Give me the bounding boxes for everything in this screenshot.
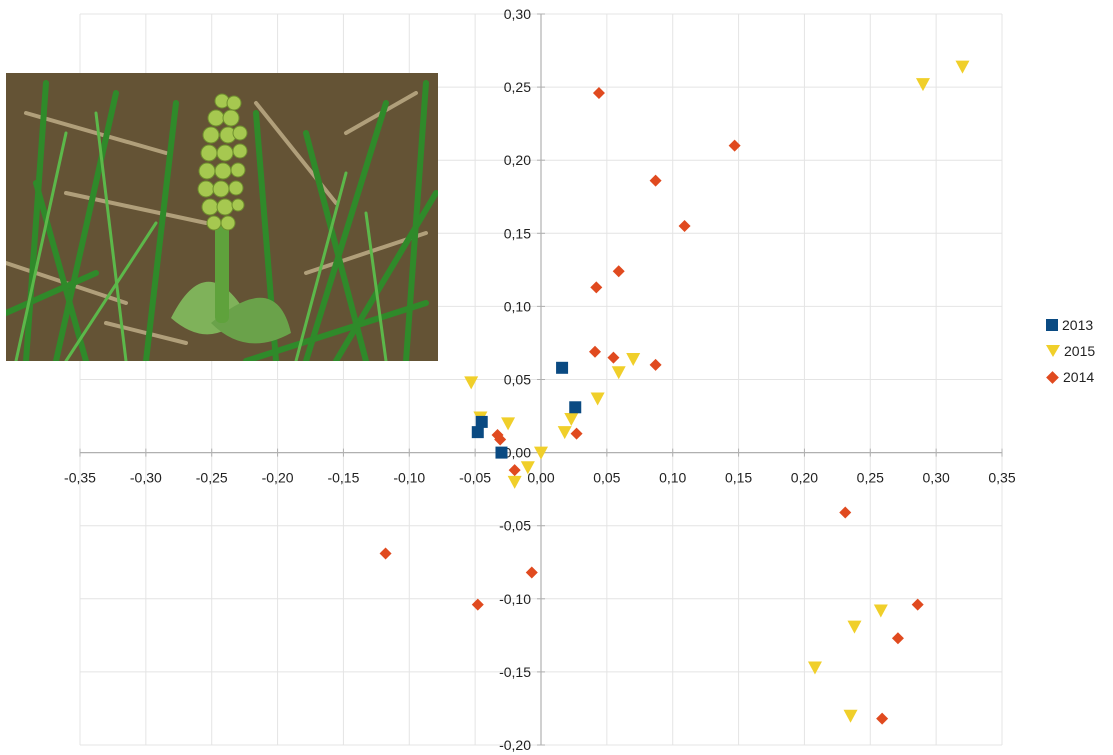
square-marker-icon	[1046, 319, 1058, 331]
point-2014	[607, 351, 620, 364]
point-2014	[678, 219, 691, 232]
legend-label: 2015	[1064, 343, 1096, 359]
point-2013	[475, 415, 488, 428]
plant-photo	[6, 73, 438, 361]
point-2014	[728, 139, 741, 152]
legend-item-2015: 2015	[1046, 338, 1095, 364]
x-tick-label: 0,00	[527, 470, 554, 486]
y-tick-label: 0,00	[504, 445, 531, 461]
point-2015	[915, 78, 930, 92]
point-2014	[471, 598, 484, 611]
x-tick-labels: -0,35 -0,30 -0,25 -0,20 -0,15 -0,10 -0,05 0,00 0…	[64, 470, 1016, 486]
x-tick-label: -0,15	[327, 470, 359, 486]
point-2014	[649, 174, 662, 187]
point-2015	[873, 604, 888, 618]
point-2015	[564, 412, 579, 426]
point-2014	[911, 598, 924, 611]
point-2015	[626, 353, 641, 367]
point-2014	[570, 427, 583, 440]
x-tick-label: -0,35	[64, 470, 96, 486]
x-tick-label: 0,25	[857, 470, 884, 486]
point-2015	[534, 446, 548, 460]
point-2015	[557, 426, 572, 440]
x-tick-label: 0,35	[988, 470, 1015, 486]
point-2014	[592, 86, 605, 99]
legend-label: 2014	[1063, 369, 1095, 385]
y-tick-label: 0,15	[504, 225, 531, 241]
point-2014	[379, 547, 392, 560]
point-2014	[589, 345, 602, 358]
x-tick-label: 0,10	[659, 470, 686, 486]
point-2014	[876, 712, 889, 725]
point-2014	[612, 265, 625, 278]
y-tick-label: 0,25	[504, 79, 531, 95]
point-2013	[556, 361, 569, 374]
point-2013	[471, 426, 484, 439]
diamond-marker-icon	[1046, 370, 1059, 384]
point-2015	[590, 392, 605, 406]
x-tick-label: 0,15	[725, 470, 752, 486]
x-tick-label: -0,20	[262, 470, 294, 486]
legend-item-2014: 2014	[1046, 364, 1095, 390]
point-2015	[520, 461, 535, 475]
chart-legend: 2013 2015 2014	[1046, 312, 1095, 390]
data-points	[379, 60, 970, 725]
point-2013	[495, 446, 508, 459]
x-tick-label: 0,20	[791, 470, 818, 486]
point-2014	[891, 632, 904, 645]
legend-item-2013: 2013	[1046, 312, 1095, 338]
point-2014	[839, 506, 852, 519]
x-tick-label: -0,10	[393, 470, 425, 486]
x-tick-label: 0,30	[923, 470, 950, 486]
y-tick-label: 0,05	[504, 372, 531, 388]
y-tick-label: 0,20	[504, 152, 531, 168]
y-tick-labels: 0,30 0,25 0,20 0,15 0,10 0,05 0,00 -0,05 -0,10 -0…	[499, 6, 531, 753]
x-tick-label: 0,05	[593, 470, 620, 486]
point-2015	[843, 709, 858, 723]
y-tick-label: -0,15	[499, 664, 531, 680]
y-tick-label: 0,10	[504, 298, 531, 314]
point-2015	[807, 661, 822, 675]
point-2013	[569, 401, 582, 414]
point-2014	[525, 566, 538, 579]
point-2015	[847, 620, 862, 634]
point-2015	[464, 376, 479, 390]
x-tick-label: -0,05	[459, 470, 491, 486]
x-tick-label: -0,25	[196, 470, 228, 486]
point-2015	[955, 60, 970, 74]
y-tick-label: -0,10	[499, 591, 531, 607]
point-2015	[611, 366, 626, 380]
point-2014	[494, 433, 507, 446]
point-2014	[590, 281, 603, 294]
point-2014	[649, 358, 662, 371]
point-2014	[508, 464, 521, 477]
y-tick-label: -0,05	[499, 518, 531, 534]
y-tick-label: -0,20	[499, 737, 531, 753]
triangle-marker-icon	[1046, 345, 1060, 357]
x-tick-label: -0,30	[130, 470, 162, 486]
point-2015	[501, 417, 516, 431]
point-2015	[507, 475, 522, 489]
y-tick-label: 0,30	[504, 6, 531, 22]
legend-label: 2013	[1062, 317, 1094, 333]
